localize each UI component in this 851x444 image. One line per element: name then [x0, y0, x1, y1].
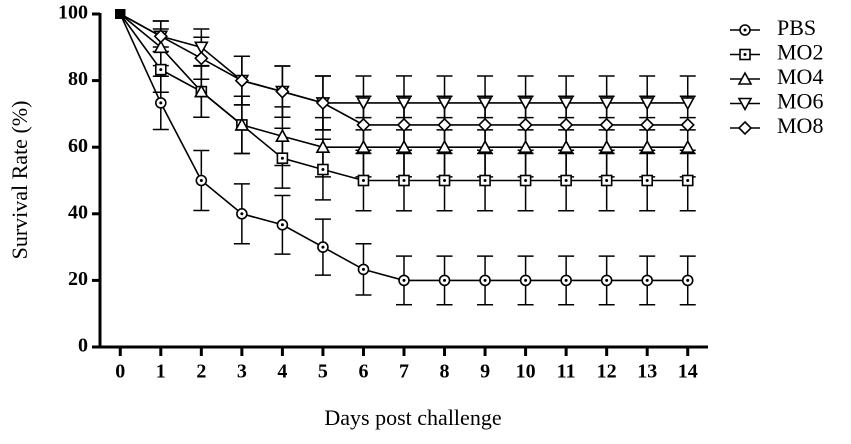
marker: [438, 174, 451, 187]
marker: [558, 97, 574, 111]
marker: [275, 84, 290, 99]
y-tick-label: 40: [68, 201, 88, 223]
marker: [559, 117, 574, 133]
marker: [680, 117, 695, 133]
marker: [639, 139, 655, 153]
legend-label: MO8: [777, 113, 823, 138]
marker: [155, 63, 167, 76]
marker: [437, 139, 452, 153]
x-tick-label: 1: [156, 361, 166, 383]
marker: [560, 174, 572, 187]
marker: [357, 263, 370, 276]
x-tick-label: 5: [318, 361, 328, 383]
x-axis-title: Days post challenge: [324, 405, 501, 430]
marker: [680, 97, 696, 111]
x-tick-label: 13: [637, 361, 657, 383]
marker: [398, 174, 410, 187]
marker: [357, 174, 370, 187]
marker: [600, 274, 613, 287]
marker: [317, 241, 329, 253]
marker: [396, 139, 412, 153]
y-tick-label: 80: [68, 68, 88, 90]
marker: [153, 29, 168, 44]
marker: [558, 139, 574, 153]
marker: [398, 274, 410, 287]
marker: [236, 208, 248, 220]
marker: [155, 97, 167, 109]
marker: [641, 174, 654, 187]
marker: [519, 274, 532, 287]
x-tick-label: 3: [237, 361, 247, 383]
legend-label: MO6: [777, 89, 823, 114]
x-tick-label: 6: [358, 361, 368, 383]
marker: [234, 117, 250, 131]
marker: [437, 97, 452, 111]
y-tick-label: 0: [78, 335, 88, 357]
marker: [234, 73, 249, 88]
marker: [195, 174, 208, 187]
marker: [681, 274, 694, 287]
marker: [680, 139, 696, 153]
marker: [396, 97, 412, 111]
marker: [276, 218, 289, 231]
marker: [115, 9, 126, 19]
marker: [518, 97, 533, 111]
x-tick-label: 12: [597, 361, 617, 383]
marker: [477, 97, 493, 111]
marker: [315, 95, 331, 111]
marker: [640, 117, 655, 133]
marker: [477, 139, 493, 153]
marker: [477, 117, 493, 133]
y-tick-label: 100: [58, 2, 88, 24]
x-tick-label: 7: [399, 361, 409, 383]
marker: [356, 117, 371, 133]
marker: [438, 274, 451, 287]
x-tick-label: 11: [557, 361, 576, 383]
marker: [519, 174, 532, 187]
marker: [317, 163, 329, 176]
x-tick-label: 2: [196, 361, 206, 383]
marker: [639, 97, 655, 111]
marker: [518, 139, 533, 153]
marker: [599, 117, 614, 133]
legend-label: MO4: [777, 64, 823, 89]
x-tick-label: 10: [516, 361, 536, 383]
marker: [396, 117, 412, 133]
y-axis-title: Survival Rate (%): [7, 101, 32, 260]
x-tick-label: 0: [115, 361, 125, 383]
marker: [275, 128, 290, 143]
marker: [681, 174, 694, 187]
x-tick-label: 9: [480, 361, 490, 383]
marker: [194, 51, 209, 66]
marker: [599, 139, 615, 153]
marker: [193, 41, 209, 55]
marker: [600, 174, 613, 187]
x-tick-label: 14: [678, 361, 698, 383]
marker: [641, 274, 654, 287]
legend-label: PBS: [777, 15, 816, 40]
marker: [315, 139, 331, 153]
marker: [737, 120, 753, 136]
marker: [737, 97, 753, 112]
y-tick-label: 20: [68, 268, 88, 290]
marker: [437, 117, 452, 133]
marker: [153, 39, 169, 54]
y-tick-label: 60: [68, 135, 88, 157]
x-tick-label: 4: [277, 361, 287, 383]
marker: [276, 152, 289, 164]
marker: [739, 24, 751, 36]
marker: [599, 97, 615, 111]
marker: [518, 117, 533, 133]
marker: [356, 139, 371, 153]
marker: [479, 274, 491, 287]
marker: [356, 97, 371, 111]
marker: [560, 274, 572, 287]
x-tick-label: 8: [440, 361, 450, 383]
legend-label: MO2: [777, 40, 823, 65]
marker: [737, 71, 753, 85]
marker: [739, 48, 751, 61]
marker: [479, 174, 491, 187]
marker: [193, 83, 209, 98]
